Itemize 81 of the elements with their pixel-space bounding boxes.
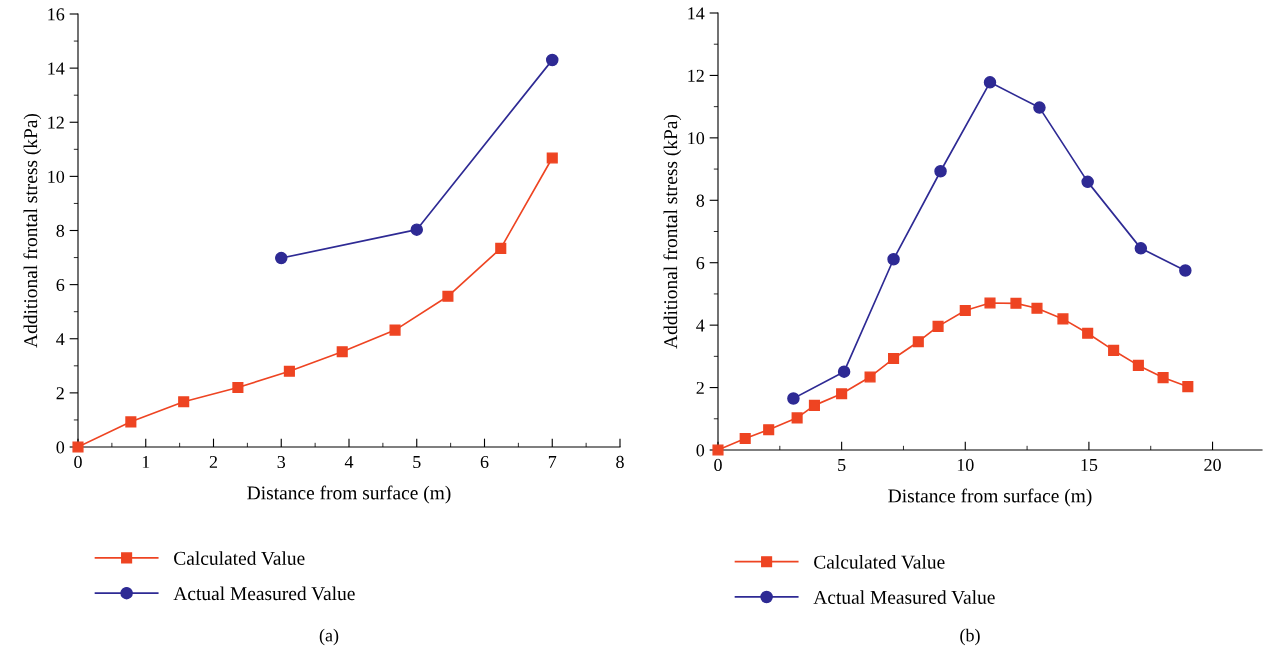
x-tick-label: 6 — [480, 455, 489, 469]
point — [1179, 264, 1192, 277]
point — [495, 242, 507, 254]
y-tick-label: 4 — [56, 333, 65, 346]
x-tick-label: 20 — [1204, 458, 1221, 472]
y-tick-label: 10 — [48, 170, 65, 183]
legend-label: Calculated Value — [814, 555, 945, 569]
y-tick-label: 6 — [696, 257, 705, 270]
point — [934, 165, 947, 178]
x-tick-label: 5 — [838, 459, 846, 472]
point — [545, 53, 559, 67]
point — [1157, 372, 1169, 384]
point — [836, 388, 848, 400]
y-tick-label: 16 — [48, 8, 65, 21]
point — [1033, 101, 1046, 114]
point — [389, 324, 401, 336]
text: (b) — [960, 628, 980, 646]
y-tick-label: 2 — [56, 387, 64, 400]
point — [1132, 359, 1144, 371]
legend-label: Actual Measured Value — [173, 586, 355, 601]
y-axis-title: Additional frontal stress (kPa) — [663, 114, 682, 349]
text: (a) — [319, 628, 339, 646]
x-tick-label: 3 — [277, 455, 286, 469]
y-tick-label: 6 — [56, 278, 65, 292]
point — [1134, 242, 1148, 255]
x-tick-label: 8 — [616, 455, 624, 469]
point — [1108, 344, 1120, 356]
point — [837, 365, 851, 378]
point — [1082, 327, 1094, 339]
y-tick-label: 10 — [688, 132, 705, 145]
x-tick-label: 1 — [142, 455, 150, 468]
x-tick-label: 0 — [714, 458, 722, 472]
point — [410, 223, 424, 236]
y-tick-label: 12 — [688, 69, 704, 82]
point — [336, 346, 348, 358]
x-axis-title: Distance from surface (m) — [247, 485, 451, 504]
y-tick-label: 12 — [48, 116, 64, 129]
point — [274, 251, 288, 265]
point — [912, 336, 924, 348]
y-axis-title: Additional frontal stress (kPa) — [23, 113, 42, 348]
point — [178, 396, 190, 408]
point — [808, 399, 820, 411]
point — [1057, 313, 1069, 325]
x-tick-label: 4 — [344, 455, 354, 468]
point — [283, 365, 295, 377]
point — [1031, 302, 1043, 314]
x-tick-label: 2 — [209, 455, 218, 468]
point — [887, 253, 900, 266]
x-tick-label: 10 — [957, 458, 974, 472]
point — [791, 412, 803, 424]
point — [983, 76, 997, 89]
point — [984, 297, 996, 309]
x-tick-label: 15 — [1081, 458, 1098, 472]
y-tick-label: 8 — [56, 224, 65, 237]
point — [932, 320, 944, 332]
point — [739, 432, 751, 445]
y-tick-label: 8 — [696, 194, 705, 207]
x-tick-label: 0 — [74, 455, 82, 469]
point — [1081, 175, 1094, 189]
y-tick-label: 0 — [696, 444, 705, 457]
point — [1010, 297, 1022, 309]
legend-label: Calculated Value — [174, 551, 305, 566]
point — [232, 381, 244, 394]
point — [1182, 381, 1194, 393]
y-tick-label: 14 — [48, 62, 65, 75]
point — [546, 152, 558, 164]
point — [763, 424, 775, 436]
point — [864, 371, 876, 383]
x-tick-label: 5 — [413, 456, 421, 469]
point — [442, 290, 454, 302]
x-axis-title: Distance from surface (m) — [888, 488, 1092, 507]
point — [125, 416, 137, 428]
y-tick-label: 14 — [688, 7, 705, 20]
point — [787, 392, 800, 405]
legend-label: Actual Measured Value — [813, 590, 995, 605]
point — [888, 352, 900, 365]
y-tick-label: 2 — [696, 381, 704, 394]
y-tick-label: 4 — [696, 319, 705, 332]
y-tick-label: 0 — [56, 441, 65, 454]
point — [959, 304, 971, 317]
x-tick-label: 7 — [548, 456, 557, 468]
